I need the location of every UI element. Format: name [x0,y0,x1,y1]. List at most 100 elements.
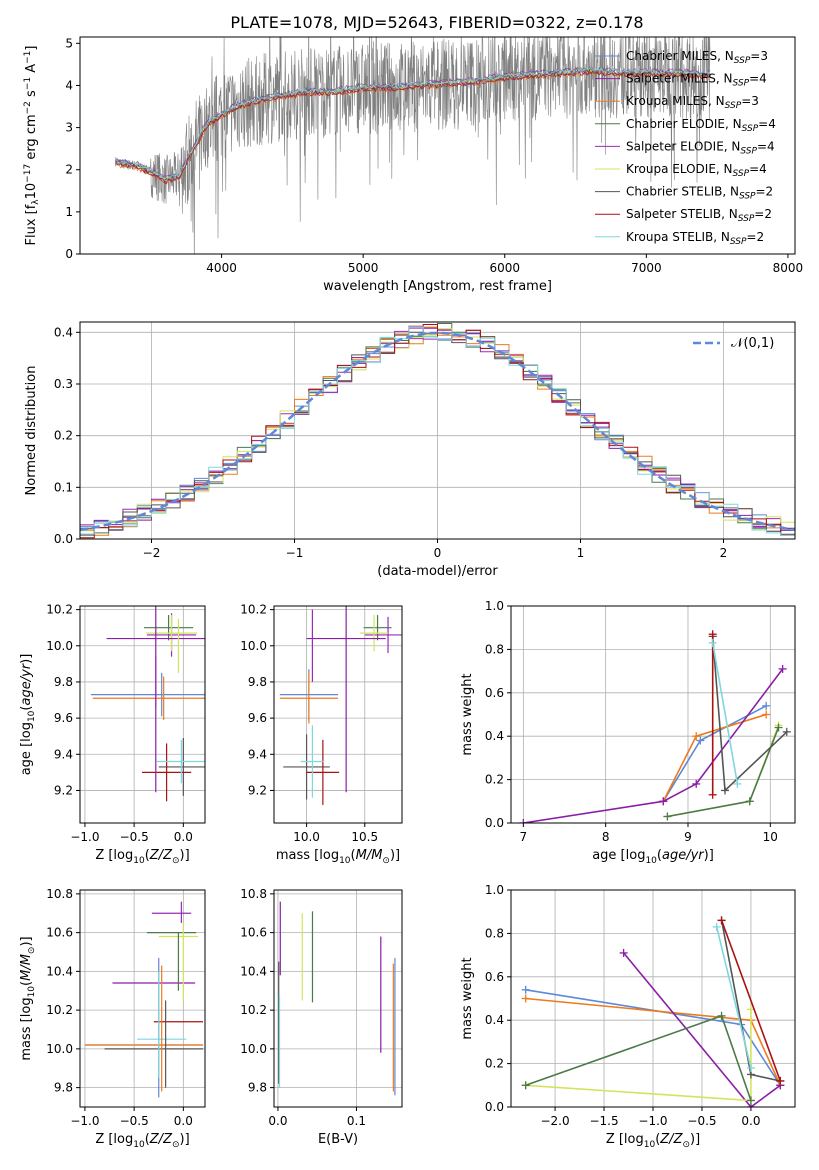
legend-sub: SSP [742,124,759,134]
y-tick-label: 9.8 [54,675,73,689]
label-part: 10 [27,986,37,998]
x-tick-label: −1.0 [638,1114,667,1128]
x-axis-label: Z [log10(Z/Z⊙)] [95,848,189,866]
axes-frame [510,605,796,824]
y-tick-label: 0.4 [485,1013,504,1027]
y-tick-label: 0.0 [54,532,73,546]
label-part: ( [145,1132,150,1147]
x-tick-label: −2 [143,546,161,560]
legend-value: =2 [756,185,774,199]
mass-vs-metallicity-plot: −1.0 −0.5 0.0 9.8 10.0 10.2 10.4 10.6 10.8 Z [log… [19,887,206,1150]
y-tick-label: 10.2 [46,1003,73,1017]
label-part: Flux [f [24,204,39,245]
y-tick-label: 2 [65,163,73,177]
y-tick-label: 10.6 [46,926,73,940]
x-tick-label: 0.0 [268,1114,287,1128]
label-part: 10 [133,1140,145,1150]
x-tick-label: −2.0 [540,1114,569,1128]
y-tick-label: 10.4 [46,964,73,978]
label-part: M/M [356,848,383,863]
x-tick-label: 1 [577,546,585,560]
y-tick-label: 10.0 [46,639,73,653]
legend-sub: SSP [740,146,757,156]
massweight-series-line [523,668,784,823]
label-part: )] [19,654,34,664]
legend-sub: SSP [733,169,750,179]
y-tick-label: 9.6 [248,711,267,725]
legend-value: =4 [758,117,776,131]
x-tick-label: 10 [763,830,778,844]
y-axis-label: mass weight [460,957,475,1039]
x-tick-label: −1 [286,546,304,560]
axes-frame [79,36,796,255]
plot-area [80,890,205,1107]
label-part: Z/Z [149,848,173,863]
label-part: )] [390,848,400,863]
legend-entry: Chabrier MILES, NSSP=3 [626,49,768,66]
y-axis-label: Normed distribution [24,366,39,496]
massweight-series-line [720,920,782,1082]
label-part: ] [24,46,39,51]
y-tick-label: 1 [65,205,73,219]
massweight-series-line [662,705,767,802]
figure-title: PLATE=1078, MJD=52643, FIBERID=0322, z=0… [230,13,643,32]
y-tick-label: 1.0 [485,883,504,897]
legend-entry: Salpeter MILES, NSSP=4 [626,72,767,89]
plot-area [511,606,795,823]
label-part: 10 [27,710,37,722]
legend-sub: SSP [725,101,742,111]
label-part: A [24,64,39,77]
y-tick-label: 0 [65,247,73,261]
y-tick-label: 10.8 [240,887,267,901]
legend-entry: 𝒩(0,1) [731,336,774,351]
label-part: mass [log [276,848,339,863]
label-part: 10 [24,183,39,200]
plot-area [274,890,402,1107]
x-tick-label: −1.0 [70,830,99,844]
x-tick-label: 2 [720,546,728,560]
residuals-histogram: −2 −1 0 1 2 0.0 0.1 0.2 0.3 0.4 (data-model)/error… [24,321,796,579]
y-tick-label: 9.2 [248,783,267,797]
x-tick-label: 0.0 [174,1114,193,1128]
label-part: −17 [23,164,33,183]
label-part: ( [145,848,150,863]
y-tick-label: 10.4 [240,964,267,978]
label-part: Z [log [95,1132,133,1147]
legend-entry: Chabrier ELODIE, NSSP=4 [626,117,776,134]
y-tick-label: 0.4 [485,729,504,743]
legend-entry: Salpeter STELIB, NSSP=2 [626,207,772,224]
y-tick-label: 5 [65,36,73,50]
model-spectrum-line [115,66,711,178]
legend-name: Salpeter MILES, N [626,72,733,86]
y-tick-label: 9.6 [54,711,73,725]
legend-entry: Kroupa STELIB, NSSP=2 [626,230,764,247]
legend-name: Kroupa STELIB, N [626,230,730,244]
label-part: )] [180,1132,190,1147]
label-part: Z [log [606,1132,644,1147]
x-tick-label: 8 [602,830,610,844]
x-tick-label: 0 [434,546,442,560]
x-tick-label: 10.0 [293,830,320,844]
x-tick-label: 0.1 [347,1114,366,1128]
y-tick-label: 0.4 [54,325,73,339]
label-part: 10 [644,1140,656,1150]
legend-sub: SSP [730,237,747,247]
label-part: )] [180,848,190,863]
x-axis-label: (data-model)/error [377,564,498,579]
normal-curve [80,331,795,532]
label-part: erg cm [24,114,39,163]
plot-area [511,890,795,1107]
y-axis-label: age [log10(age/yr)] [19,654,37,776]
y-tick-label: 0.6 [485,686,504,700]
label-part: ⊙ [172,1140,180,1150]
y-axis-label: mass [log10(M/M⊙)] [19,936,37,1060]
legend-sub: SSP [734,56,751,66]
massweight-series-line [715,926,752,1069]
label-part: ⊙ [172,856,180,866]
y-tick-label: 10.0 [240,639,267,653]
age-vs-mass-plot: 10.0 10.5 9.2 9.4 9.6 9.8 10.0 10.2 mass [log10(… [240,603,403,866]
label-part: ⊙ [382,856,390,866]
label-part: )] [690,1132,700,1147]
y-tick-label: 0.3 [54,377,73,391]
